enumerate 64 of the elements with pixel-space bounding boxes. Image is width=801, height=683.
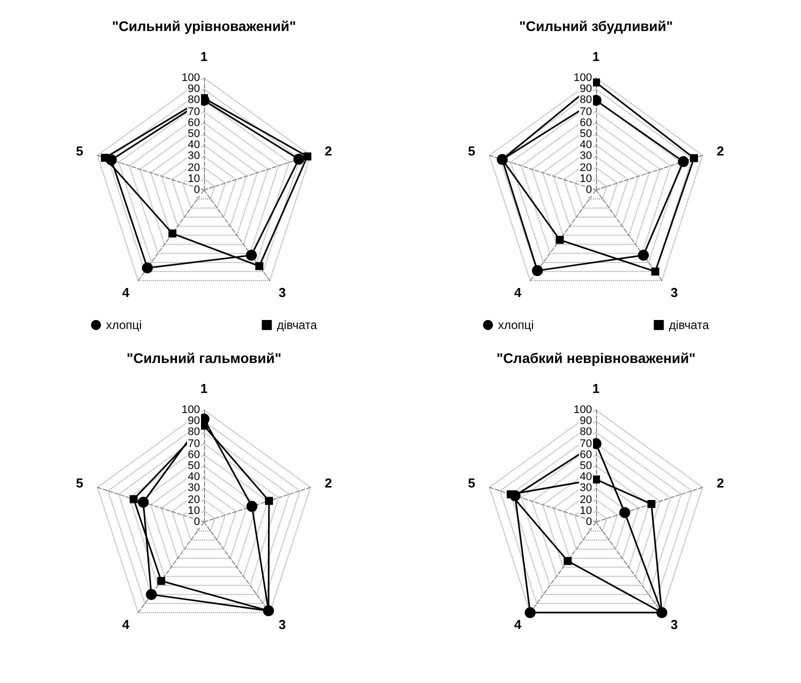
y-tick-label: 40	[186, 139, 201, 152]
y-tick-label: 50	[578, 128, 593, 140]
legend-label: хлопці	[498, 318, 534, 332]
y-tick-label: 50	[186, 460, 201, 472]
y-tick-label: 90	[186, 415, 201, 428]
y-tick-label: 20	[186, 162, 201, 174]
y-tick-label: 80	[186, 426, 201, 438]
y-tick-label: 90	[186, 83, 201, 96]
y-tick-label: 20	[578, 494, 593, 506]
y-tick-label: 80	[578, 426, 593, 438]
chart-title: "Сильний гальмовий"	[126, 350, 282, 366]
spoke-label: 3	[278, 285, 286, 300]
spoke-label: 1	[592, 49, 600, 64]
spoke-label: 2	[716, 143, 724, 158]
y-tick-label: 20	[578, 162, 593, 174]
chart-title: "Сильний урівноважений"	[112, 18, 296, 34]
y-tick-label: 60	[186, 448, 201, 461]
y-tick-label: 30	[186, 482, 201, 494]
y-tick-label: 40	[578, 471, 593, 484]
y-tick-label: 30	[578, 482, 593, 494]
y-tick-label: 100	[572, 72, 593, 84]
spoke-label: 1	[200, 49, 208, 64]
spoke-label: 1	[592, 381, 600, 396]
y-tick-label: 40	[186, 471, 201, 484]
y-tick-label: 80	[186, 94, 201, 106]
legend-label: дівчата	[668, 318, 710, 332]
y-tick-label: 100	[180, 404, 201, 416]
y-tick-label: 40	[578, 139, 593, 152]
spoke-label: 1	[200, 381, 208, 396]
spoke-label: 3	[670, 285, 678, 300]
spoke-label: 5	[468, 143, 476, 158]
spoke-label: 3	[278, 617, 286, 632]
y-tick-label: 50	[186, 128, 201, 140]
spoke-label: 4	[122, 285, 130, 300]
y-tick-label: 70	[186, 438, 201, 450]
y-tick-label: 30	[186, 150, 201, 162]
spoke-label: 4	[122, 617, 130, 632]
spoke-label: 4	[514, 617, 522, 632]
legend-label: дівчата	[276, 318, 318, 332]
spoke-label: 5	[76, 475, 84, 490]
y-tick-label: 50	[578, 460, 593, 472]
spoke-label: 2	[716, 475, 724, 490]
y-tick-label: 70	[578, 438, 593, 450]
y-tick-label: 60	[578, 116, 593, 129]
spoke-label: 5	[468, 475, 476, 490]
legend-label: хлопці	[106, 318, 142, 332]
spoke-label: 3	[670, 617, 678, 632]
y-tick-label: 70	[186, 106, 201, 118]
y-tick-label: 90	[578, 415, 593, 428]
y-tick-label: 100	[180, 72, 201, 84]
spoke-label: 2	[324, 475, 332, 490]
y-tick-label: 80	[578, 94, 593, 106]
y-tick-label: 60	[186, 116, 201, 129]
chart-title: "Сильний збудливий"	[519, 18, 673, 34]
y-tick-label: 100	[572, 404, 593, 416]
spoke-label: 2	[324, 143, 332, 158]
y-tick-label: 70	[578, 106, 593, 118]
spoke-label: 4	[514, 285, 522, 300]
spoke-label: 5	[76, 143, 84, 158]
y-tick-label: 90	[578, 83, 593, 96]
y-tick-label: 60	[578, 448, 593, 461]
y-tick-label: 30	[578, 150, 593, 162]
y-tick-label: 20	[186, 494, 201, 506]
chart-title: "Слабкий неврівноважений"	[496, 350, 696, 366]
